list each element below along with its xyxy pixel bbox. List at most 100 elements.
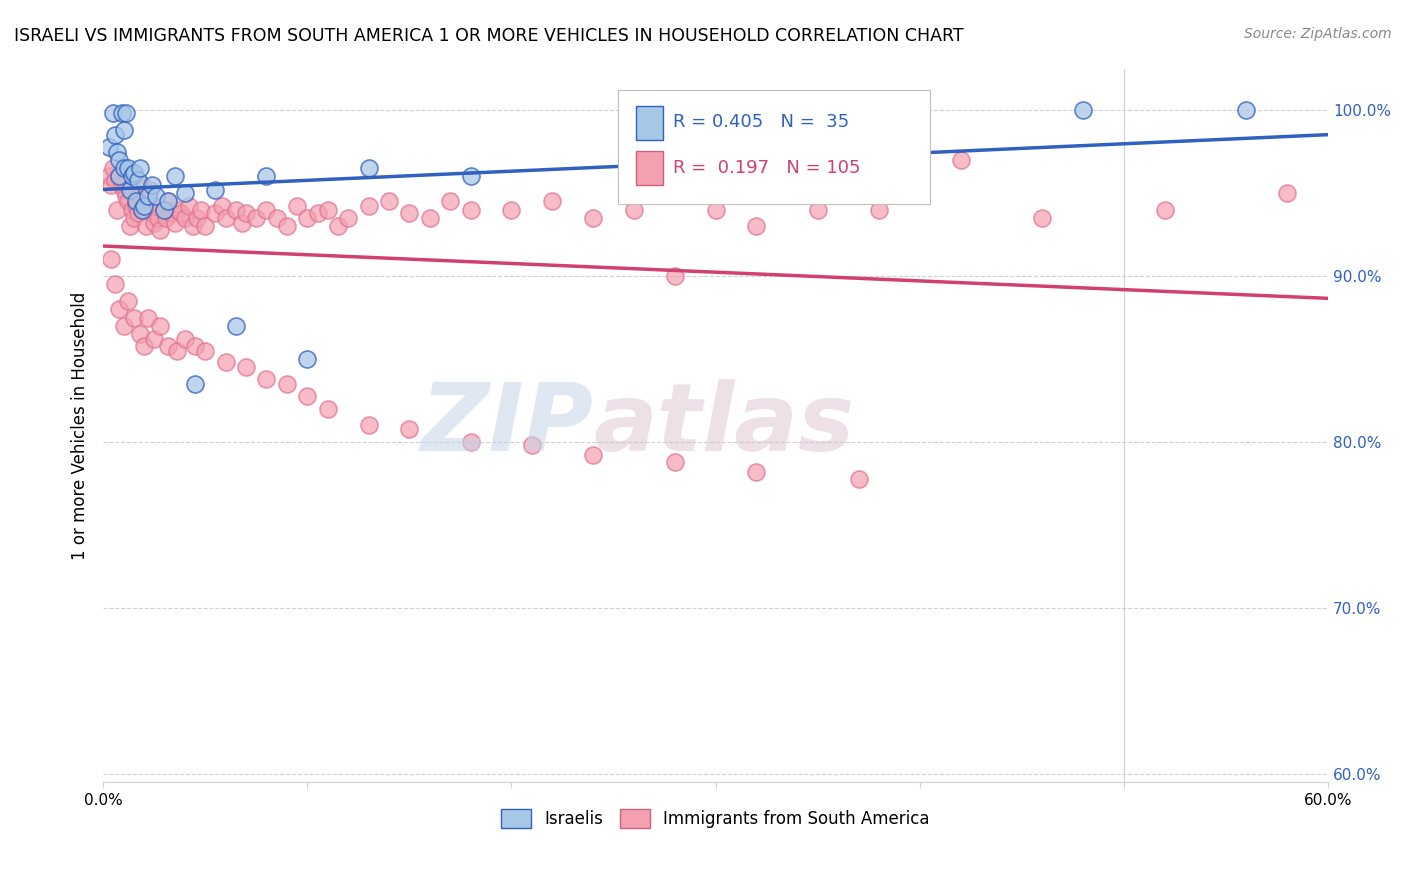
Point [256, 202, 278, 217]
Point [98, 139, 121, 153]
Point [136, 194, 159, 209]
FancyBboxPatch shape [636, 151, 664, 185]
Point [194, 219, 217, 234]
Point [225, 202, 247, 217]
Point [1071, 103, 1094, 117]
Point [117, 194, 139, 209]
Point [745, 465, 768, 479]
Point [868, 202, 890, 217]
Point [337, 211, 360, 225]
Point [214, 355, 236, 369]
Point [107, 202, 129, 217]
Point [166, 343, 188, 358]
Point [439, 194, 461, 209]
Point [1236, 103, 1258, 117]
Point [184, 376, 207, 391]
Point [112, 183, 135, 197]
Point [98, 169, 121, 184]
Point [143, 216, 166, 230]
Point [266, 211, 288, 225]
Point [745, 219, 768, 234]
Point [128, 327, 150, 342]
Point [541, 194, 564, 209]
Point [114, 106, 136, 120]
Y-axis label: 1 or more Vehicles in Household: 1 or more Vehicles in Household [72, 292, 89, 559]
Legend: Israelis, Immigrants from South America: Israelis, Immigrants from South America [495, 802, 936, 835]
Point [231, 216, 253, 230]
Point [122, 310, 145, 325]
Point [104, 173, 127, 187]
Point [204, 183, 226, 197]
Point [623, 202, 645, 217]
Point [501, 202, 523, 217]
Point [128, 189, 150, 203]
Point [166, 202, 188, 217]
Point [141, 206, 163, 220]
Point [157, 194, 180, 209]
Point [184, 339, 207, 353]
Point [460, 169, 482, 184]
Point [520, 438, 543, 452]
Point [173, 186, 195, 200]
Point [1153, 202, 1175, 217]
Point [173, 211, 195, 225]
Point [117, 293, 139, 308]
Point [122, 211, 145, 225]
Point [297, 211, 319, 225]
Point [104, 277, 127, 292]
Point [114, 189, 136, 203]
Point [357, 161, 380, 175]
Point [460, 202, 482, 217]
Point [125, 194, 148, 209]
Point [100, 252, 122, 267]
Point [398, 206, 420, 220]
Point [211, 199, 233, 213]
Point [148, 211, 170, 225]
Point [582, 211, 605, 225]
Point [316, 202, 339, 217]
Point [100, 178, 122, 192]
Point [127, 173, 149, 187]
Point [145, 189, 167, 203]
Point [204, 206, 226, 220]
Point [108, 169, 131, 184]
Point [157, 339, 180, 353]
Text: ZIP: ZIP [420, 379, 593, 472]
Point [143, 332, 166, 346]
Point [190, 202, 212, 217]
Point [118, 219, 141, 234]
Point [848, 472, 870, 486]
Point [145, 199, 167, 213]
Point [153, 202, 176, 217]
Point [177, 199, 200, 213]
Point [807, 202, 830, 217]
Point [149, 318, 172, 333]
Point [186, 211, 208, 225]
Point [949, 153, 972, 167]
Point [276, 219, 298, 234]
Point [139, 183, 162, 197]
Point [118, 183, 141, 197]
Point [1031, 211, 1053, 225]
Point [110, 178, 132, 192]
Point [256, 169, 278, 184]
Point [214, 211, 236, 225]
Point [378, 194, 401, 209]
Point [132, 339, 155, 353]
Point [245, 211, 267, 225]
Point [110, 106, 132, 120]
Point [103, 106, 125, 120]
Point [181, 219, 204, 234]
Point [170, 206, 193, 220]
Point [112, 318, 135, 333]
Point [235, 360, 257, 375]
Text: R = 0.405   N =  35: R = 0.405 N = 35 [672, 113, 849, 131]
Point [173, 332, 195, 346]
Point [704, 202, 727, 217]
Point [256, 372, 278, 386]
Point [1277, 186, 1299, 200]
Point [316, 401, 339, 416]
Text: ISRAELI VS IMMIGRANTS FROM SOUTH AMERICA 1 OR MORE VEHICLES IN HOUSEHOLD CORRELA: ISRAELI VS IMMIGRANTS FROM SOUTH AMERICA… [14, 27, 963, 45]
Point [127, 206, 149, 220]
Point [357, 199, 380, 213]
